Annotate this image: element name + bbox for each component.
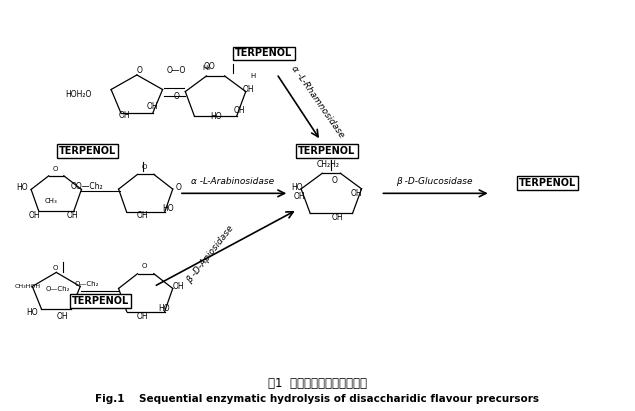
Text: OH: OH (234, 106, 245, 115)
Text: OH: OH (332, 213, 344, 222)
Text: α -L-Arabinosidase: α -L-Arabinosidase (191, 177, 274, 186)
Text: 图1  香气前体物质的分解过程: 图1 香气前体物质的分解过程 (268, 377, 367, 390)
Text: OH: OH (119, 111, 130, 120)
Text: H₃: H₃ (202, 65, 210, 72)
Text: HO: HO (27, 307, 38, 316)
Text: α -L-Rhamnosidase: α -L-Rhamnosidase (289, 65, 346, 140)
Text: HO: HO (17, 183, 28, 192)
Text: OH: OH (173, 282, 184, 291)
Text: TERPENOL: TERPENOL (519, 178, 576, 188)
Text: OH: OH (137, 211, 149, 220)
Text: O: O (52, 265, 58, 270)
Text: O: O (142, 164, 147, 170)
Text: OH: OH (147, 102, 158, 111)
Text: TERPENOL: TERPENOL (59, 146, 116, 156)
Text: Fig.1    Sequential enzymatic hydrolysis of disaccharidic flavour precursors: Fig.1 Sequential enzymatic hydrolysis of… (95, 394, 540, 404)
Text: β -D-Apiosidase: β -D-Apiosidase (185, 224, 236, 285)
Text: O—O: O—O (167, 67, 186, 75)
Text: OO—Ch₂: OO—Ch₂ (71, 182, 104, 191)
Text: OH: OH (57, 312, 69, 321)
Text: O: O (175, 183, 182, 192)
Text: OH: OH (351, 189, 363, 198)
Text: TERPENOL: TERPENOL (72, 296, 129, 306)
Text: HO: HO (162, 204, 173, 213)
Text: HOH₂O: HOH₂O (65, 90, 91, 99)
Text: OO: OO (203, 62, 215, 72)
Text: H: H (251, 73, 256, 79)
Text: OH: OH (294, 192, 305, 201)
Text: O: O (331, 176, 337, 185)
Text: OH: OH (66, 211, 78, 220)
Text: HO: HO (291, 183, 302, 192)
Text: O—Ch₂: O—Ch₂ (45, 286, 70, 292)
Text: CH₃: CH₃ (45, 199, 58, 204)
Text: CH₃HOH: CH₃HOH (15, 284, 41, 289)
Text: OH: OH (137, 312, 149, 321)
Text: OH: OH (29, 211, 40, 220)
Text: HO: HO (159, 305, 170, 314)
Text: O—Ch₂: O—Ch₂ (75, 281, 99, 287)
Text: CH₂H₂: CH₂H₂ (317, 159, 340, 169)
Text: O: O (173, 92, 179, 101)
Text: TERPENOL: TERPENOL (298, 146, 356, 156)
Text: OH: OH (243, 85, 254, 95)
Text: β -D-Glucosidase: β -D-Glucosidase (396, 177, 472, 186)
Text: O: O (52, 166, 58, 172)
Text: O: O (142, 263, 147, 269)
Text: O: O (137, 67, 143, 75)
Text: HO: HO (210, 112, 222, 121)
Text: TERPENOL: TERPENOL (236, 48, 293, 58)
